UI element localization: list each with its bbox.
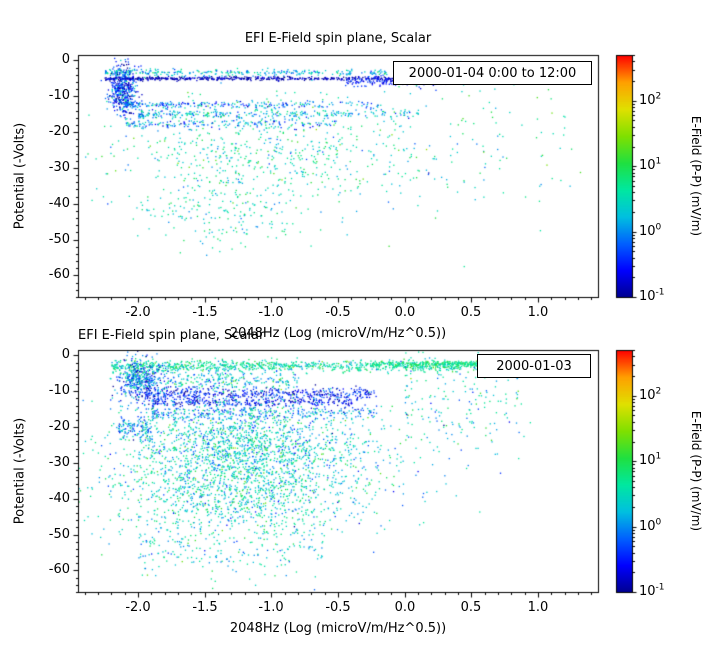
panel1-y-axis-label: Potential (-Volts)	[12, 122, 28, 230]
y-tick-label: -50	[48, 232, 70, 247]
colorbar-tick-label: 100	[639, 518, 662, 535]
colorbar-tick-label: 10-1	[639, 583, 665, 600]
colorbar-tick-label: 102	[639, 387, 662, 404]
x-tick-label: -1.5	[192, 305, 218, 320]
y-tick-label: -60	[48, 267, 70, 282]
x-tick-label: -0.5	[325, 600, 351, 615]
x-tick-label: -2.0	[125, 600, 151, 615]
colorbar-tick-label: 101	[639, 452, 662, 469]
y-tick-label: -30	[48, 455, 70, 470]
panel1-x-axis-label: 2048Hz (Log (microV/m/Hz^0.5))	[229, 326, 447, 341]
colorbar-tick-label: 100	[639, 223, 662, 240]
x-tick-label: -0.5	[325, 305, 351, 320]
colorbar-tick-label: 10-1	[639, 288, 665, 305]
colorbar-tick-label: 101	[639, 157, 662, 174]
panel1-legend: 2000-01-04 0:00 to 12:00	[393, 61, 592, 85]
panel2-colorbar-label: E-Field (P-P) (mV/m)	[689, 410, 703, 532]
x-tick-label: 1.0	[527, 600, 549, 615]
x-tick-label: 0.5	[460, 305, 482, 320]
panel2-y-axis-label: Potential (-Volts)	[12, 417, 28, 525]
x-tick-label: 0.0	[394, 305, 416, 320]
panel1-title: EFI E-Field spin plane, Scalar	[244, 31, 432, 46]
x-tick-label: 0.0	[394, 600, 416, 615]
x-tick-label: 0.5	[460, 600, 482, 615]
x-tick-label: -2.0	[125, 305, 151, 320]
panel2-title: EFI E-Field spin plane, Scalar	[78, 328, 265, 343]
x-tick-label: -1.0	[258, 600, 284, 615]
y-tick-label: -50	[48, 527, 70, 542]
x-tick-label: -1.5	[192, 600, 218, 615]
y-tick-label: -20	[48, 124, 70, 139]
x-tick-label: -1.0	[258, 305, 284, 320]
y-tick-label: -20	[48, 419, 70, 434]
y-tick-label: 0	[61, 52, 70, 67]
y-tick-label: -30	[48, 160, 70, 175]
y-tick-label: -10	[48, 383, 70, 398]
panel2-x-axis-label: 2048Hz (Log (microV/m/Hz^0.5))	[229, 621, 447, 636]
y-tick-label: -40	[48, 491, 70, 506]
x-tick-label: 1.0	[527, 305, 549, 320]
panel1-colorbar-label: E-Field (P-P) (mV/m)	[689, 115, 703, 237]
y-tick-label: -10	[48, 88, 70, 103]
panel2-legend: 2000-01-03	[477, 354, 591, 378]
y-tick-label: 0	[61, 347, 70, 362]
y-tick-label: -60	[48, 562, 70, 577]
y-tick-label: -40	[48, 196, 70, 211]
colorbar-tick-label: 102	[639, 92, 662, 109]
